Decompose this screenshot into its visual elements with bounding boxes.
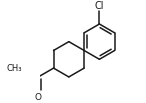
Text: CH₃: CH₃ (7, 64, 22, 73)
Text: O: O (35, 93, 42, 102)
Text: Cl: Cl (95, 1, 104, 11)
